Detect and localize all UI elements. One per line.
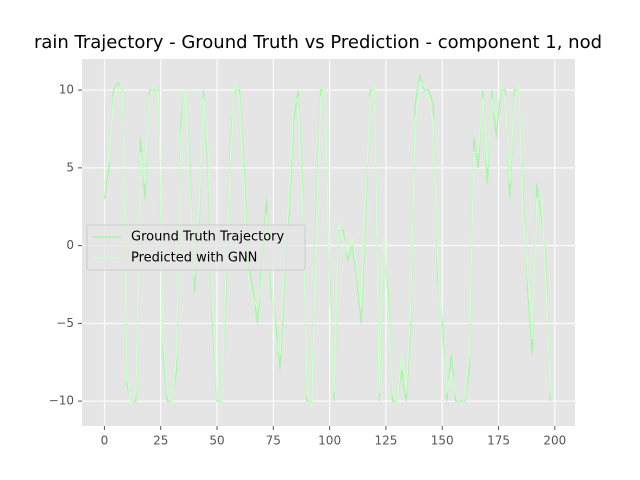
x-tick-label: 150 bbox=[431, 434, 454, 448]
legend-box bbox=[86, 224, 306, 271]
x-tick-label: 200 bbox=[543, 434, 566, 448]
x-tick-label: 100 bbox=[318, 434, 341, 448]
y-tick-label: 0 bbox=[66, 238, 74, 252]
y-tick-label: −10 bbox=[49, 394, 74, 408]
x-tick-label: 0 bbox=[101, 434, 109, 448]
x-tick-label: 25 bbox=[153, 434, 168, 448]
x-tick-label: 125 bbox=[374, 434, 397, 448]
y-tick-label: 5 bbox=[66, 160, 74, 174]
chart-title: rain Trajectory - Ground Truth vs Predic… bbox=[34, 32, 602, 53]
y-tick-label: 10 bbox=[59, 83, 74, 97]
x-tick-label: 50 bbox=[209, 434, 224, 448]
x-tick-label: 75 bbox=[266, 434, 281, 448]
legend: Ground Truth Trajectory Predicted with GN… bbox=[86, 224, 306, 271]
x-tick-label: 175 bbox=[487, 434, 510, 448]
legend-label: Ground Truth Trajectory bbox=[131, 230, 285, 245]
y-tick-label: −5 bbox=[56, 316, 74, 330]
legend-label: Predicted with GNN bbox=[131, 251, 257, 266]
